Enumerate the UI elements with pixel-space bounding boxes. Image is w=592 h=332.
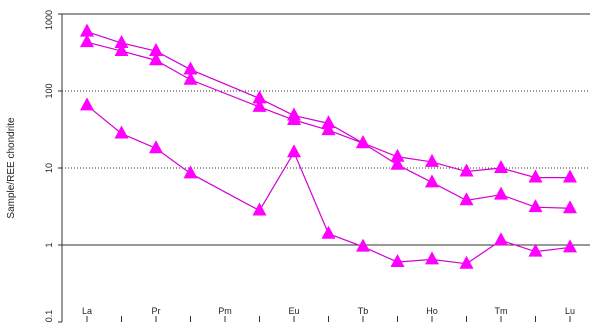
data-point-marker — [563, 169, 577, 183]
data-point-marker — [287, 111, 301, 125]
x-tick-label: La — [82, 306, 92, 316]
y-tick-label: 0.1 — [44, 310, 54, 323]
data-point-marker — [183, 165, 198, 179]
data-point-marker — [494, 159, 508, 173]
y-axis-ticks: 0.1 1 10 100 1000 — [44, 10, 62, 323]
data-point-marker — [528, 199, 543, 213]
y-tick-label: 10 — [44, 163, 54, 173]
data-point-marker — [80, 34, 94, 48]
data-point-marker — [459, 163, 474, 177]
data-point-marker — [321, 122, 336, 136]
data-point-marker — [252, 202, 267, 216]
y-axis-title: Sample/REE chondrite — [6, 117, 17, 219]
data-point-marker — [528, 243, 543, 257]
y-tick-label: 1000 — [44, 10, 54, 30]
x-axis-ticks: La Pr Pm Eu Tb Ho Tm Lu — [82, 306, 575, 322]
y-tick-label: 100 — [44, 83, 54, 98]
data-point-marker — [114, 43, 129, 57]
data-point-marker — [287, 144, 301, 158]
data-point-marker — [459, 255, 474, 269]
data-point-marker — [149, 43, 163, 57]
data-point-marker — [80, 23, 94, 37]
x-tick-label: Tb — [358, 306, 369, 316]
data-point-marker — [321, 225, 336, 239]
data-point-marker — [356, 135, 370, 149]
data-point-marker — [321, 115, 336, 129]
data-point-marker — [425, 153, 439, 167]
data-point-marker — [183, 71, 198, 85]
data-point-marker — [114, 34, 129, 48]
data-point-marker — [528, 169, 543, 183]
x-tick-label: Ho — [426, 306, 438, 316]
markers — [80, 23, 577, 269]
data-point-marker — [149, 140, 163, 154]
y-tick-label: 1 — [44, 242, 54, 247]
data-point-marker — [494, 186, 508, 200]
data-point-marker — [149, 52, 163, 66]
x-tick-label: Eu — [288, 306, 299, 316]
data-point-marker — [183, 61, 198, 75]
data-point-marker — [563, 239, 577, 253]
data-point-marker — [425, 174, 439, 188]
data-point-marker — [252, 98, 267, 112]
data-point-marker — [80, 97, 94, 111]
data-point-marker — [114, 125, 129, 139]
data-point-marker — [494, 232, 508, 246]
data-point-marker — [390, 148, 405, 162]
x-tick-label: Lu — [565, 306, 575, 316]
data-point-marker — [252, 90, 267, 104]
grid — [61, 13, 590, 322]
x-tick-label: Pr — [152, 306, 161, 316]
data-point-marker — [459, 192, 474, 206]
data-point-marker — [390, 254, 405, 268]
data-point-marker — [356, 238, 370, 252]
data-point-marker — [390, 156, 405, 170]
x-tick-label: Pm — [218, 306, 232, 316]
data-point-marker — [425, 251, 439, 265]
data-point-marker — [563, 200, 577, 214]
x-tick-label: Tm — [495, 306, 508, 316]
